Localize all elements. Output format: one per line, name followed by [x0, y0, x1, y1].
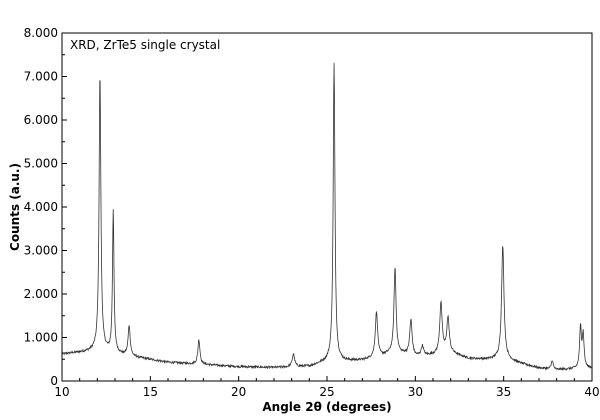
chart-annotation: XRD, ZrTe5 single crystal [70, 38, 220, 52]
x-tick-label: 30 [408, 385, 423, 399]
y-tick-label: 2.000 [24, 287, 58, 301]
y-tick-label: 6.000 [24, 113, 58, 127]
y-tick-label: 0 [50, 374, 58, 388]
y-tick-label: 5.000 [24, 157, 58, 171]
y-tick-label: 7.000 [24, 70, 58, 84]
xrd-series-line [61, 62, 593, 371]
y-axis-label: Counts (a.u.) [8, 163, 22, 251]
spectrum-layer [61, 62, 593, 371]
x-tick-label: 10 [54, 385, 69, 399]
x-tick-label: 20 [231, 385, 246, 399]
y-tick-label: 1.000 [24, 331, 58, 345]
x-axis-ticks: 10 15 20 25 30 35 40 [54, 376, 600, 399]
x-tick-label: 15 [143, 385, 158, 399]
y-tick-label: 8.000 [24, 26, 58, 40]
x-tick-label: 40 [584, 385, 599, 399]
y-axis-ticks: 0 1.000 2.000 3.000 4.000 5.000 6.000 7.000 8.00… [24, 26, 67, 388]
x-tick-label: 35 [496, 385, 511, 399]
x-axis-label: Angle 2θ (degrees) [262, 400, 391, 414]
y-tick-label: 4.000 [24, 200, 58, 214]
y-tick-label: 3.000 [24, 244, 58, 258]
x-tick-label: 25 [319, 385, 334, 399]
